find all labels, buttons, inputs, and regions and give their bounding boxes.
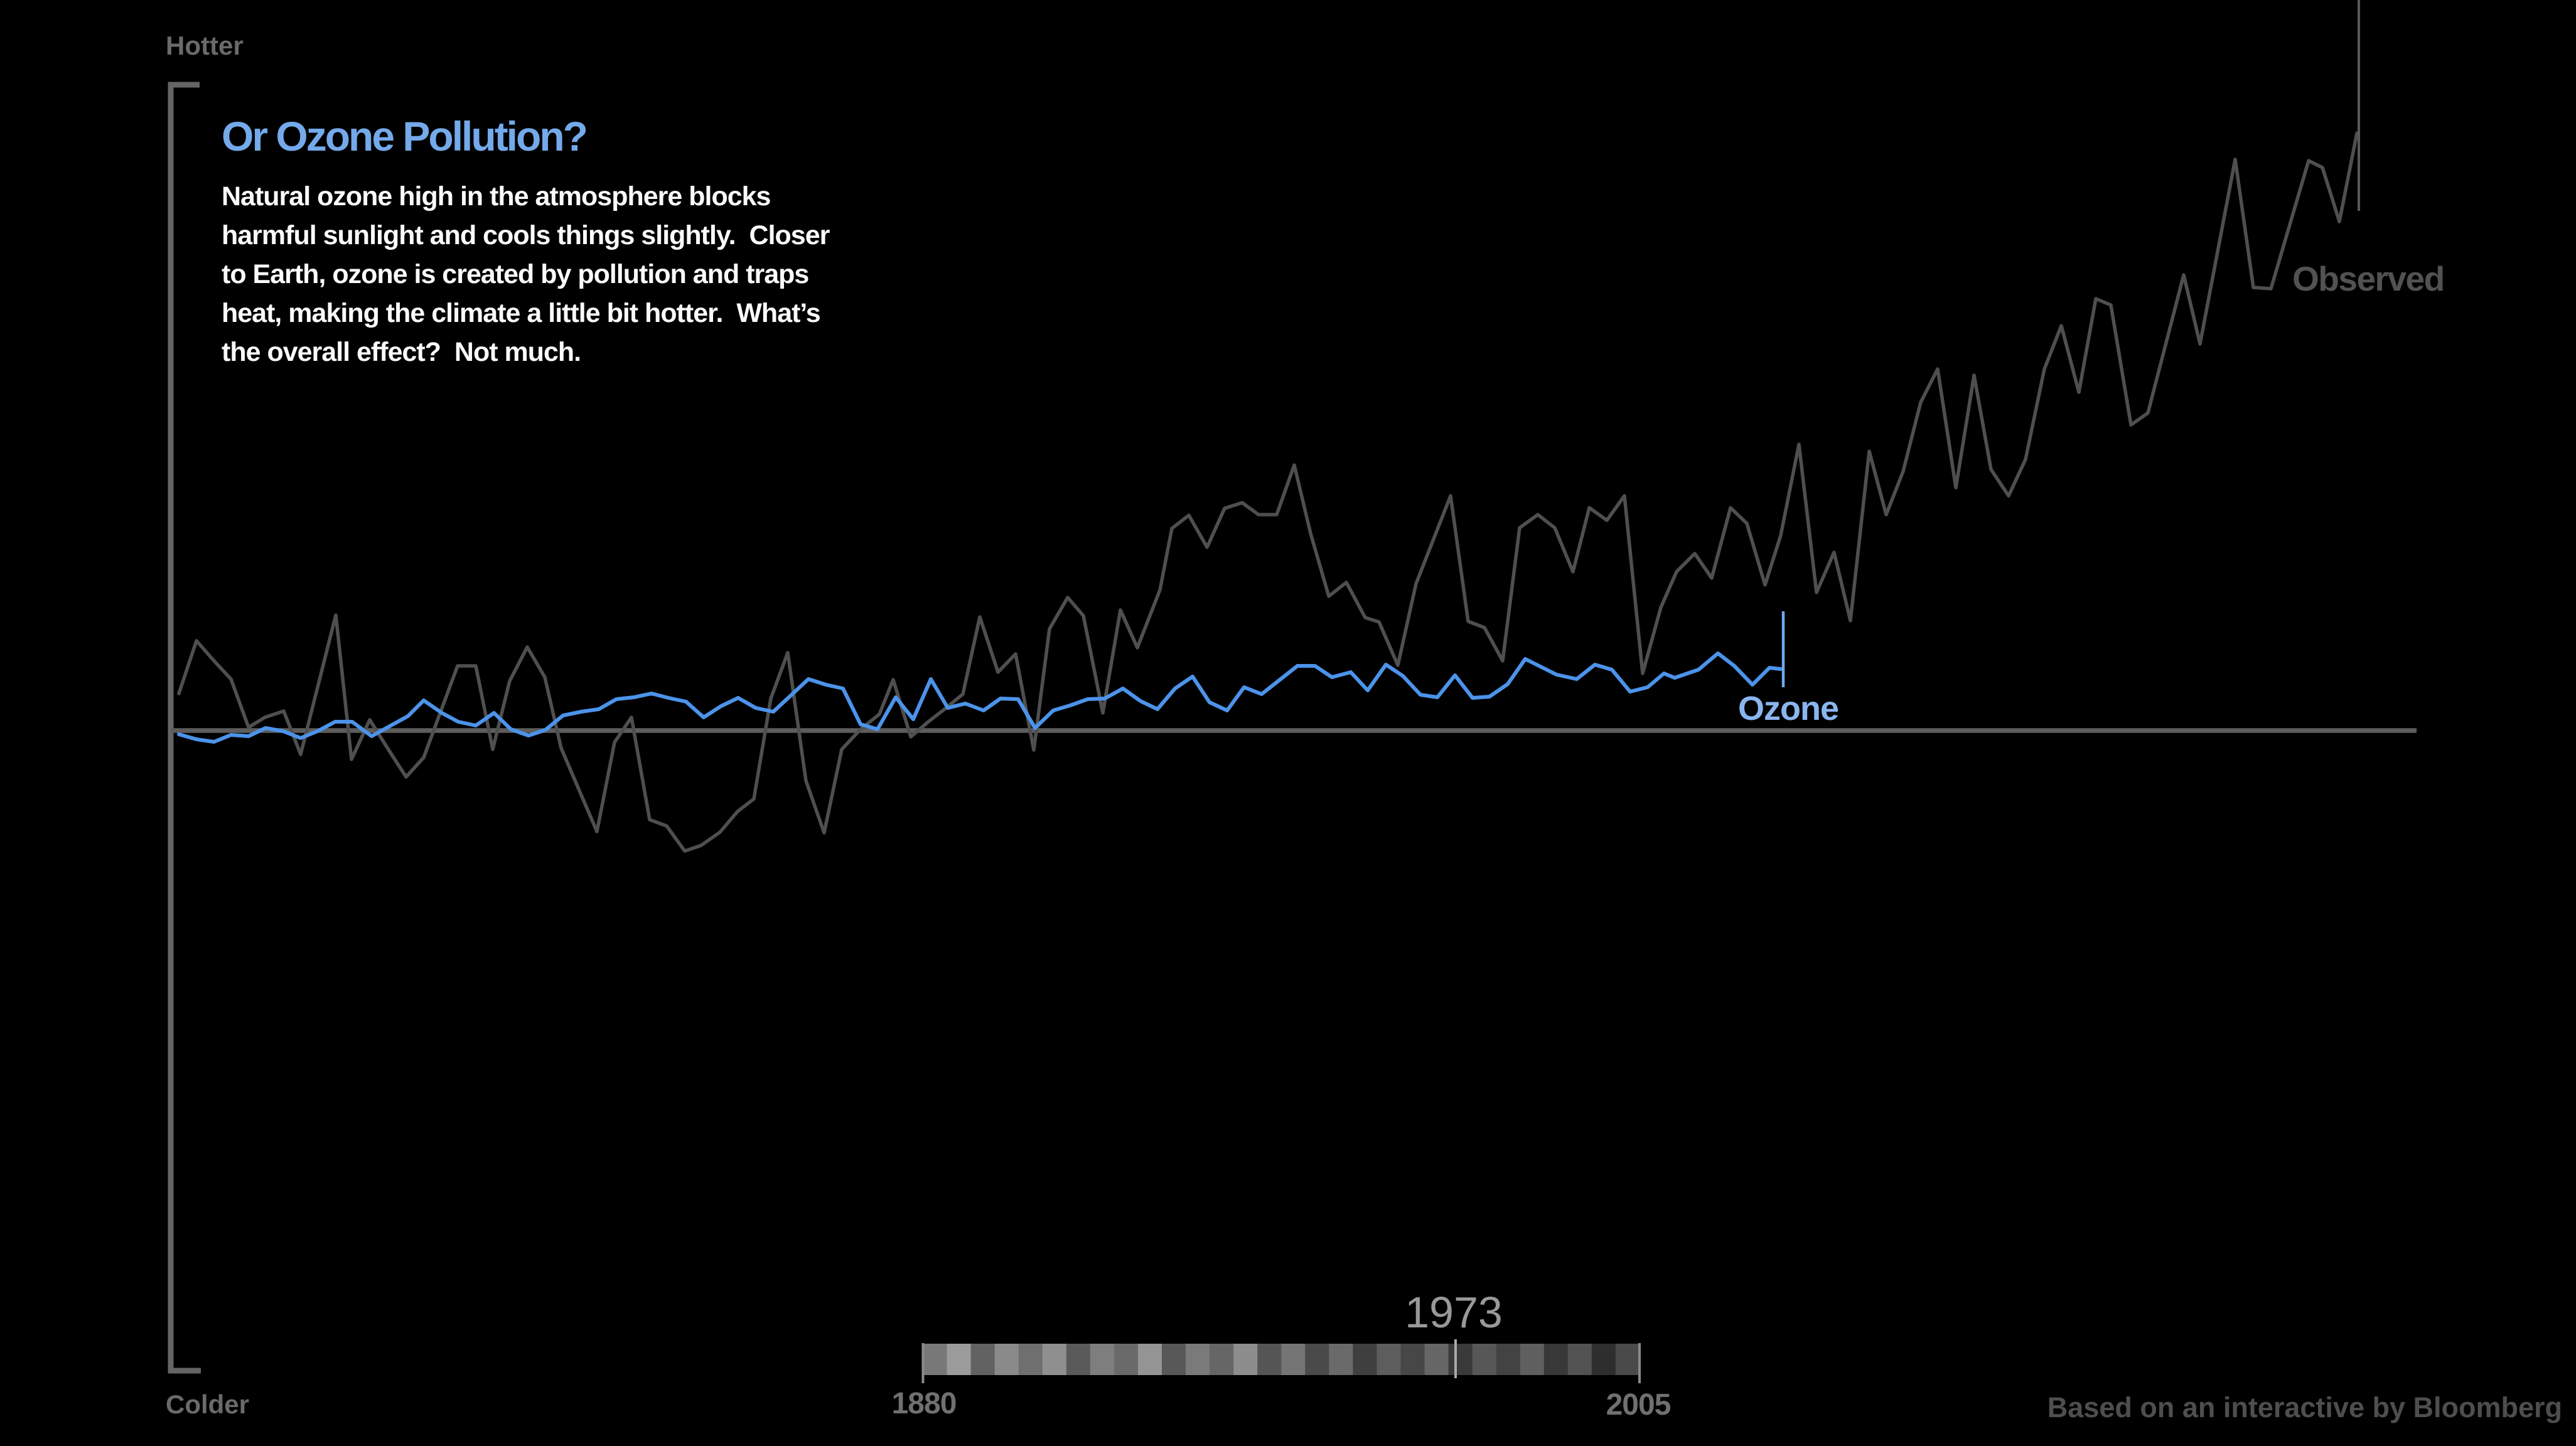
svg-text:Colder: Colder [166, 1390, 249, 1419]
svg-text:Ozone: Ozone [1738, 690, 1838, 727]
svg-text:2005: 2005 [1606, 1388, 1671, 1422]
svg-text:Or Ozone Pollution?: Or Ozone Pollution? [222, 113, 586, 159]
svg-text:1973: 1973 [1405, 1288, 1503, 1337]
svg-text:1880: 1880 [892, 1387, 957, 1420]
svg-text:Natural ozone high in the atmo: Natural ozone high in the atmosphere blo… [222, 181, 771, 212]
svg-text:Observed: Observed [2292, 259, 2444, 298]
svg-text:harmful sunlight and cools thi: harmful sunlight and cools things slight… [222, 220, 830, 250]
svg-text:the overall effect? Not much.: the overall effect? Not much. [222, 337, 581, 367]
svg-text:to Earth, ozone is created by: to Earth, ozone is created by pollution … [222, 259, 808, 289]
svg-text:Hotter: Hotter [166, 31, 244, 60]
svg-text:Based on an interactive by Blo: Based on an interactive by Bloomberg [2047, 1391, 2562, 1423]
svg-text:heat, making the climate a lit: heat, making the climate a little bit ho… [222, 298, 820, 328]
